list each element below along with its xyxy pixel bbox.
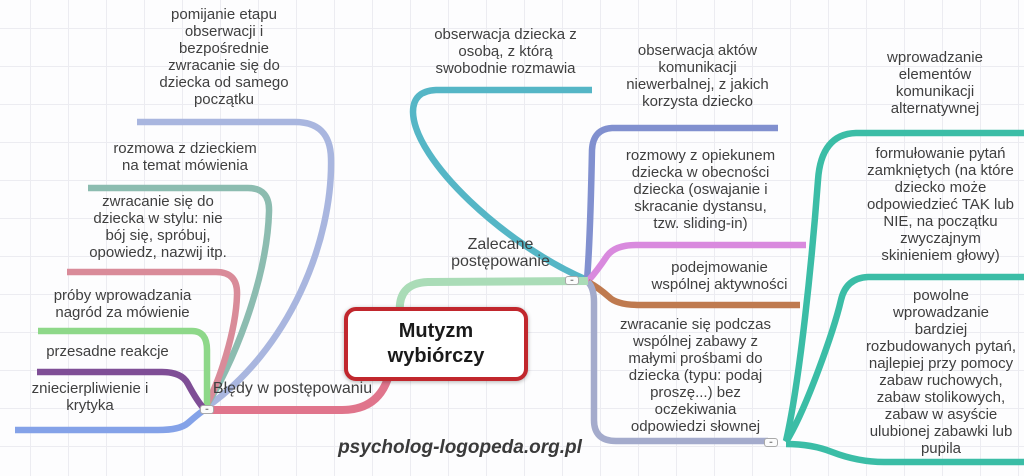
node-podejmowanie-aktywnosci[interactable]: podejmowanie wspólnej aktywności [651, 259, 788, 293]
branch-line-zwracanie-stylu [67, 268, 241, 411]
branch-line-powolne-wprowadzanie [785, 440, 1024, 466]
collapse-button-sub[interactable]: - [764, 437, 778, 448]
collapse-button-left[interactable]: - [200, 404, 214, 415]
branch-line-zniecierpliwienie [15, 407, 206, 434]
node-powolne-wprowadzanie[interactable]: powolne wprowadzanie bardziej rozbudowan… [865, 287, 1017, 457]
node-proby-nagrod[interactable]: próby wprowadzania nagród za mówienie [53, 287, 192, 321]
branch-line-wprowadzanie-elementow [782, 129, 1024, 442]
node-rozmowy-z-opiekunem[interactable]: rozmowy z opiekunem dziecka w obecności … [625, 147, 776, 232]
branch-line-proby [38, 327, 211, 407]
node-wprowadzanie-elementow[interactable]: wprowadzanie elementów komunikacji alter… [887, 49, 983, 117]
node-obserwacja-dziecka[interactable]: obserwacja dziecka z osobą, z którą swob… [434, 26, 577, 77]
branch-line-pomijanie [137, 118, 335, 412]
node-zalecane-postepowanie[interactable]: Zalecane postępowanie [451, 236, 550, 270]
node-formulowanie-pytan[interactable]: formułowanie pytań zamkniętych (na które… [866, 145, 1015, 264]
collapse-button-right[interactable]: - [565, 275, 579, 286]
branch-line-zwracanie-zabawa [585, 279, 768, 445]
branch-line-przesadne [37, 368, 208, 413]
branch-line-rozmowy-opiekun [585, 241, 806, 284]
node-zwracanie-w-stylu[interactable]: zwracanie się do dziecka w stylu: nie bó… [89, 193, 227, 261]
branch-line-formulowanie-pytan [783, 273, 1024, 444]
branch-line-obserwacja-aktow [583, 124, 778, 281]
node-przesadne-reakcje[interactable]: przesadne reakcje [46, 343, 169, 360]
root-node-mutyzm-wybiorczy[interactable]: Mutyzm wybiórczy [344, 307, 528, 381]
branch-line-obserwacja-dziecka [409, 86, 592, 283]
node-bledy-w-postepowaniu[interactable]: Błędy w postępowaniu [212, 380, 373, 397]
branch-line-podejmowanie [586, 279, 800, 309]
branch-line-rozmowa [88, 184, 273, 411]
node-zniecierpliwienie[interactable]: zniecierpliwienie i krytyka [31, 380, 149, 414]
node-rozmowa-z-dzieckiem[interactable]: rozmowa z dzieckiem na temat mówienia [113, 140, 257, 174]
node-zwracanie-podczas-zabawy[interactable]: zwracanie się podczas wspólnej zabawy z … [620, 316, 771, 435]
site-watermark: psycholog-logopeda.org.pl [338, 437, 582, 458]
node-obserwacja-aktow[interactable]: obserwacja aktów komunikacji niewerbalne… [626, 42, 769, 110]
node-pomijanie-etapu[interactable]: pomijanie etapu obserwacji i bezpośredni… [159, 6, 289, 108]
